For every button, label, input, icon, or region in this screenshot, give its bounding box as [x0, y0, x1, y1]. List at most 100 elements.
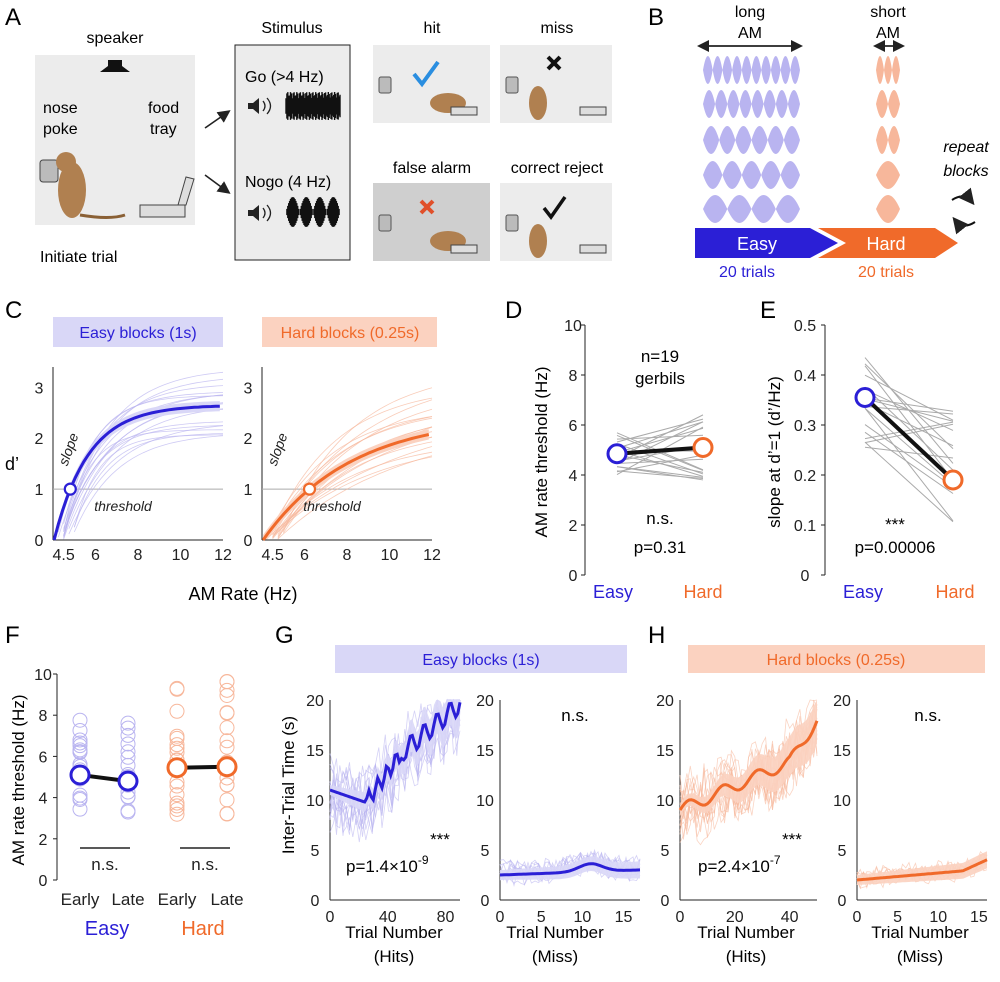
y-tick-label: 0 [35, 533, 44, 550]
y-tick-label: 0.3 [794, 418, 816, 435]
e-stars: *** [885, 515, 905, 534]
y-tick-label: 6 [39, 749, 48, 766]
panel-e: E slope at d’=1 (d’/Hz) *** p=0.00006 Ea… [760, 297, 975, 602]
y-tick-label: 0 [39, 873, 48, 890]
individual-line [865, 442, 953, 522]
nose-poke-icon [379, 77, 391, 93]
y-tick-label: 0 [838, 893, 847, 910]
e-p-value: p=0.00006 [855, 538, 936, 557]
y-tick-label: 15 [656, 743, 674, 760]
threshold-marker [304, 484, 315, 495]
easy-trials-label: 20 trials [719, 264, 775, 281]
individual-point [220, 706, 234, 720]
individual-point [121, 737, 135, 751]
long-am-stimulus [703, 56, 800, 84]
long-am-stimulus [703, 126, 800, 154]
short-am-stimulus [876, 161, 900, 189]
nose-poke-icon [506, 77, 518, 93]
x-tick-label: 4.5 [262, 547, 284, 564]
panel-f: F AM rate threshold (Hz) Easy Hard 02468… [5, 622, 244, 940]
y-tick-label: 2 [569, 518, 578, 535]
x-tick-label: 6 [91, 547, 100, 564]
y-tick-label: 20 [306, 693, 324, 710]
individual-curve [273, 437, 432, 539]
x-tick-label: 20 [726, 909, 744, 926]
d-x-easy: Easy [593, 582, 633, 602]
food-tray-icon [580, 245, 606, 253]
easy-late-marker [119, 772, 137, 790]
x-tick-label: 6 [300, 547, 309, 564]
panel-letter-f: F [5, 622, 20, 649]
g-xlabel-miss-2: (Miss) [532, 947, 578, 966]
x-tick-label: 0 [853, 909, 862, 926]
nose-poke-icon [40, 160, 58, 182]
arrow-nogo [205, 175, 228, 192]
correct-reject-label: correct reject [511, 160, 604, 177]
y-tick-label: 3 [244, 380, 253, 397]
individual-point [220, 721, 234, 735]
food-label-1: food [148, 100, 179, 117]
individual-point [220, 807, 234, 821]
x-tick-label: 0 [676, 909, 685, 926]
hard-early-marker [168, 759, 186, 777]
y-tick-label: 0 [244, 533, 253, 550]
individual-line [617, 422, 703, 448]
short-am-stimulus [876, 126, 900, 154]
go-waveform-icon [286, 92, 340, 120]
h-xlabel-miss-2: (Miss) [897, 947, 943, 966]
g-ylabel: Inter-Trial Time (s) [279, 716, 298, 854]
x-tick-label: 5 [893, 909, 902, 926]
short-am-label-1: short [870, 4, 906, 21]
panel-g: G Easy blocks (1s) Inter-Trial Time (s) … [275, 622, 640, 966]
hard-block-label: Hard [866, 234, 905, 254]
x-tick-label: 12 [214, 547, 232, 564]
panel-letter-c: C [5, 297, 22, 324]
long-am-stimulus [703, 195, 800, 223]
panel-letter-g: G [275, 622, 294, 649]
go-waveform [286, 92, 340, 120]
y-tick-label: 20 [476, 693, 494, 710]
nose-label-1: nose [43, 100, 78, 117]
individual-point [170, 788, 184, 802]
y-tick-label: 5 [481, 843, 490, 860]
h-p-value: p=2.4×10-7 [698, 853, 781, 876]
panel-letter-d: D [505, 297, 522, 324]
y-tick-label: 0 [661, 893, 670, 910]
individual-point [170, 799, 184, 813]
y-tick-label: 0.4 [794, 368, 816, 385]
panel-h: H Hard blocks (0.25s) *** p=2.4×10-7 n.s… [648, 622, 988, 966]
am-stimuli [703, 56, 900, 223]
easy-block-label: Easy [737, 234, 777, 254]
y-tick-label: 4 [569, 468, 578, 485]
individual-point [170, 738, 184, 752]
individual-line [865, 375, 953, 420]
easy-blocks-title: Easy blocks (1s) [79, 325, 196, 342]
d-x-hard: Hard [683, 582, 722, 602]
panel-letter-b: B [648, 4, 664, 31]
c-ylabel: d’ [5, 454, 19, 474]
f-easy-label: Easy [85, 918, 129, 940]
nose-label-2: poke [43, 121, 78, 138]
x-tick-label: 0 [326, 909, 335, 926]
y-tick-label: 20 [833, 693, 851, 710]
x-tick-label: 5 [537, 909, 546, 926]
e-x-easy: Easy [843, 582, 883, 602]
y-tick-label: 5 [311, 843, 320, 860]
y-tick-label: 10 [833, 793, 851, 810]
easy-early-marker [71, 766, 89, 784]
individual-point [170, 681, 184, 695]
nose-poke-icon [379, 215, 391, 231]
y-tick-label: 0 [801, 568, 810, 585]
threshold-label: threshold [94, 498, 153, 514]
threshold-label: threshold [303, 498, 362, 514]
panel-letter-h: H [648, 622, 665, 649]
panel-letter-a: A [5, 4, 21, 31]
individual-curve [64, 426, 223, 536]
y-tick-label: 8 [39, 708, 48, 725]
individual-point [73, 713, 87, 727]
individual-line [617, 467, 703, 480]
h-ns: n.s. [914, 706, 941, 725]
short-am-stimulus [876, 195, 900, 223]
y-tick-label: 6 [569, 418, 578, 435]
